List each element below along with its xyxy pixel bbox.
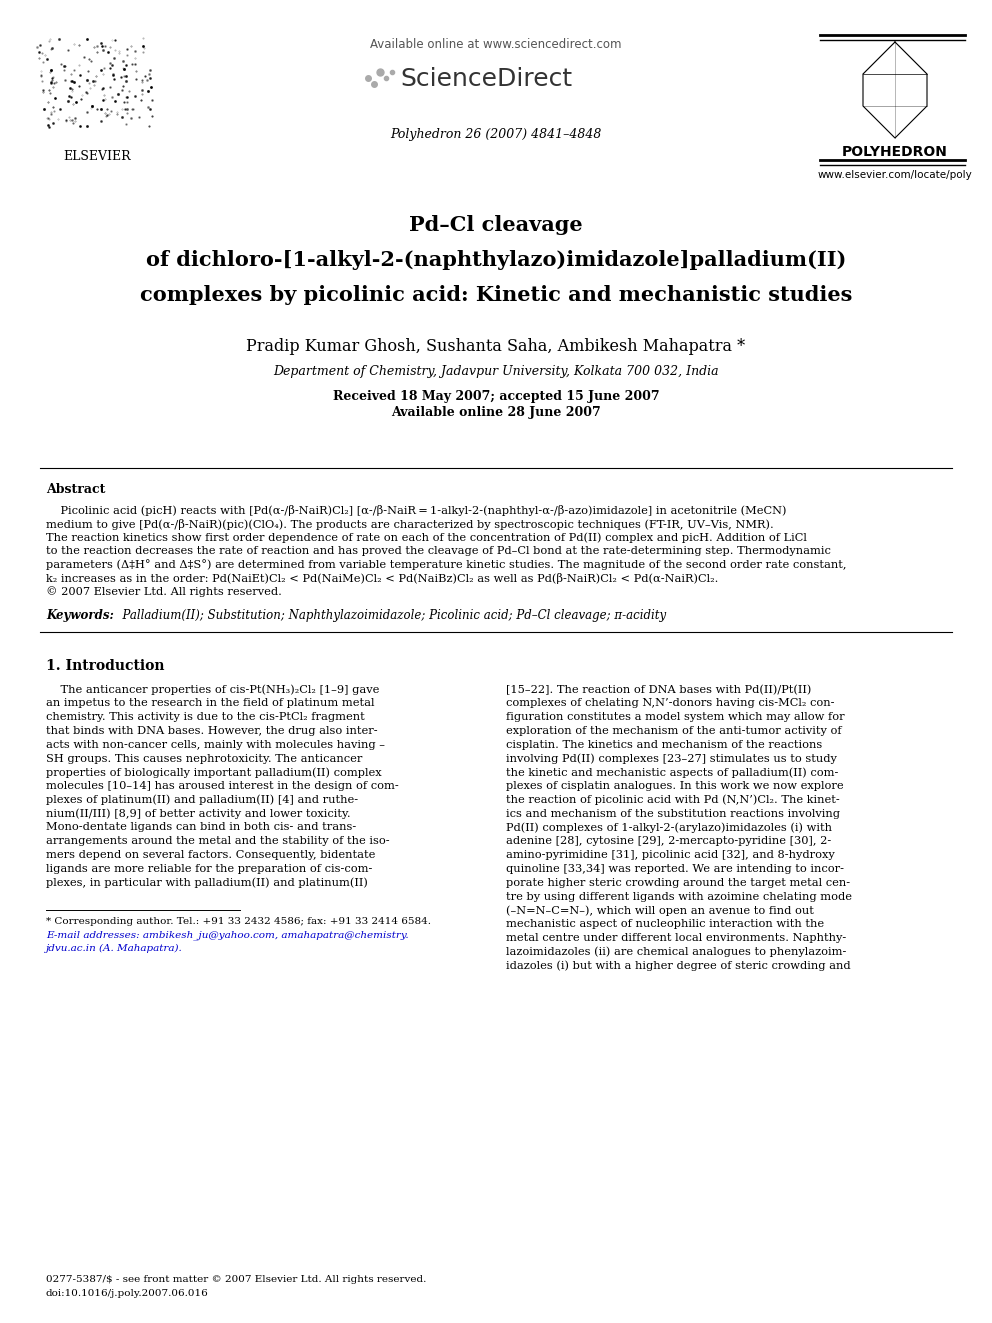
Text: © 2007 Elsevier Ltd. All rights reserved.: © 2007 Elsevier Ltd. All rights reserved… bbox=[46, 586, 282, 597]
Text: figuration constitutes a model system which may allow for: figuration constitutes a model system wh… bbox=[506, 712, 844, 722]
Text: of dichloro-[1-alkyl-2-(naphthylazo)imidazole]palladium(II): of dichloro-[1-alkyl-2-(naphthylazo)imid… bbox=[146, 250, 846, 270]
Text: POLYHEDRON: POLYHEDRON bbox=[842, 146, 948, 159]
Text: Picolinic acid (picH) reacts with [Pd(α-/β-NaiR)Cl₂] [α-/β-NaiR = 1-alkyl-2-(nap: Picolinic acid (picH) reacts with [Pd(α-… bbox=[46, 505, 787, 516]
Text: an impetus to the research in the field of platinum metal: an impetus to the research in the field … bbox=[46, 699, 375, 708]
Text: tre by using different ligands with azoimine chelating mode: tre by using different ligands with azoi… bbox=[506, 892, 852, 901]
Text: plexes, in particular with palladium(II) and platinum(II): plexes, in particular with palladium(II)… bbox=[46, 877, 368, 888]
Text: Pd(II) complexes of 1-alkyl-2-(arylazo)imidazoles (i) with: Pd(II) complexes of 1-alkyl-2-(arylazo)i… bbox=[506, 823, 832, 833]
Text: Pradip Kumar Ghosh, Sushanta Saha, Ambikesh Mahapatra *: Pradip Kumar Ghosh, Sushanta Saha, Ambik… bbox=[246, 337, 746, 355]
Text: ELSEVIER: ELSEVIER bbox=[63, 149, 131, 163]
Text: cisplatin. The kinetics and mechanism of the reactions: cisplatin. The kinetics and mechanism of… bbox=[506, 740, 822, 750]
Text: acts with non-cancer cells, mainly with molecules having –: acts with non-cancer cells, mainly with … bbox=[46, 740, 385, 750]
Text: Keywords:: Keywords: bbox=[46, 610, 114, 623]
Text: 1. Introduction: 1. Introduction bbox=[46, 659, 165, 673]
Text: parameters (Δ‡H° and Δ‡S°) are determined from variable temperature kinetic stud: parameters (Δ‡H° and Δ‡S°) are determine… bbox=[46, 560, 846, 570]
Text: the kinetic and mechanistic aspects of palladium(II) com-: the kinetic and mechanistic aspects of p… bbox=[506, 767, 838, 778]
Text: Received 18 May 2007; accepted 15 June 2007: Received 18 May 2007; accepted 15 June 2… bbox=[332, 390, 660, 404]
Text: the reaction of picolinic acid with Pd (N,N’)Cl₂. The kinet-: the reaction of picolinic acid with Pd (… bbox=[506, 795, 840, 806]
Text: ics and mechanism of the substitution reactions involving: ics and mechanism of the substitution re… bbox=[506, 808, 840, 819]
Text: Abstract: Abstract bbox=[46, 483, 105, 496]
Text: arrangements around the metal and the stability of the iso-: arrangements around the metal and the st… bbox=[46, 836, 390, 847]
Text: Pd–Cl cleavage: Pd–Cl cleavage bbox=[409, 216, 583, 235]
Text: plexes of cisplatin analogues. In this work we now explore: plexes of cisplatin analogues. In this w… bbox=[506, 781, 843, 791]
Text: ligands are more reliable for the preparation of cis-com-: ligands are more reliable for the prepar… bbox=[46, 864, 372, 875]
Text: doi:10.1016/j.poly.2007.06.016: doi:10.1016/j.poly.2007.06.016 bbox=[46, 1289, 208, 1298]
Text: nium(II/III) [8,9] of better activity and lower toxicity.: nium(II/III) [8,9] of better activity an… bbox=[46, 808, 350, 819]
Text: quinoline [33,34] was reported. We are intending to incor-: quinoline [33,34] was reported. We are i… bbox=[506, 864, 844, 875]
Text: porate higher steric crowding around the target metal cen-: porate higher steric crowding around the… bbox=[506, 877, 850, 888]
Text: complexes by picolinic acid: Kinetic and mechanistic studies: complexes by picolinic acid: Kinetic and… bbox=[140, 284, 852, 306]
Text: Available online 28 June 2007: Available online 28 June 2007 bbox=[391, 406, 601, 419]
Text: k₂ increases as in the order: Pd(NaiEt)Cl₂ < Pd(NaiMe)Cl₂ < Pd(NaiBz)Cl₂ as well: k₂ increases as in the order: Pd(NaiEt)C… bbox=[46, 573, 718, 583]
Text: complexes of chelating N,N’-donors having cis-MCl₂ con-: complexes of chelating N,N’-donors havin… bbox=[506, 699, 834, 708]
Text: Polyhedron 26 (2007) 4841–4848: Polyhedron 26 (2007) 4841–4848 bbox=[390, 128, 602, 142]
Text: adenine [28], cytosine [29], 2-mercapto-pyridine [30], 2-: adenine [28], cytosine [29], 2-mercapto-… bbox=[506, 836, 831, 847]
Text: The reaction kinetics show first order dependence of rate on each of the concent: The reaction kinetics show first order d… bbox=[46, 532, 806, 542]
Text: amino-pyrimidine [31], picolinic acid [32], and 8-hydroxy: amino-pyrimidine [31], picolinic acid [3… bbox=[506, 851, 834, 860]
Text: Palladium(II); Substitution; Naphthylazoimidazole; Picolinic acid; Pd–Cl cleavag: Palladium(II); Substitution; Naphthylazo… bbox=[115, 610, 666, 623]
Text: idazoles (i) but with a higher degree of steric crowding and: idazoles (i) but with a higher degree of… bbox=[506, 960, 850, 971]
Text: properties of biologically important palladium(II) complex: properties of biologically important pal… bbox=[46, 767, 382, 778]
Text: E-mail addresses: ambikesh_ju@yahoo.com, amahapatra@chemistry.: E-mail addresses: ambikesh_ju@yahoo.com,… bbox=[46, 930, 409, 941]
Text: Mono-dentate ligands can bind in both cis- and trans-: Mono-dentate ligands can bind in both ci… bbox=[46, 823, 356, 832]
Text: ScienceDirect: ScienceDirect bbox=[400, 67, 572, 91]
Text: that binds with DNA bases. However, the drug also inter-: that binds with DNA bases. However, the … bbox=[46, 726, 378, 736]
Text: exploration of the mechanism of the anti-tumor activity of: exploration of the mechanism of the anti… bbox=[506, 726, 841, 736]
Text: jdvu.ac.in (A. Mahapatra).: jdvu.ac.in (A. Mahapatra). bbox=[46, 943, 183, 953]
Text: molecules [10–14] has aroused interest in the design of com-: molecules [10–14] has aroused interest i… bbox=[46, 781, 399, 791]
Text: Available online at www.sciencedirect.com: Available online at www.sciencedirect.co… bbox=[370, 38, 622, 52]
Text: metal centre under different local environments. Naphthy-: metal centre under different local envir… bbox=[506, 933, 846, 943]
Text: www.elsevier.com/locate/poly: www.elsevier.com/locate/poly bbox=[817, 169, 972, 180]
Text: chemistry. This activity is due to the cis-PtCl₂ fragment: chemistry. This activity is due to the c… bbox=[46, 712, 365, 722]
Text: [15–22]. The reaction of DNA bases with Pd(II)/Pt(II): [15–22]. The reaction of DNA bases with … bbox=[506, 684, 811, 695]
Text: 0277-5387/$ - see front matter © 2007 Elsevier Ltd. All rights reserved.: 0277-5387/$ - see front matter © 2007 El… bbox=[46, 1275, 427, 1285]
Text: mers depend on several factors. Consequently, bidentate: mers depend on several factors. Conseque… bbox=[46, 851, 375, 860]
Text: to the reaction decreases the rate of reaction and has proved the cleavage of Pd: to the reaction decreases the rate of re… bbox=[46, 545, 831, 556]
Text: involving Pd(II) complexes [23–27] stimulates us to study: involving Pd(II) complexes [23–27] stimu… bbox=[506, 754, 837, 765]
Text: SH groups. This causes nephrotoxicity. The anticancer: SH groups. This causes nephrotoxicity. T… bbox=[46, 754, 362, 763]
Text: * Corresponding author. Tel.: +91 33 2432 4586; fax: +91 33 2414 6584.: * Corresponding author. Tel.: +91 33 243… bbox=[46, 917, 431, 926]
Text: mechanistic aspect of nucleophilic interaction with the: mechanistic aspect of nucleophilic inter… bbox=[506, 919, 824, 929]
Text: (–N=N–C=N–), which will open an avenue to find out: (–N=N–C=N–), which will open an avenue t… bbox=[506, 905, 813, 916]
Text: The anticancer properties of cis-Pt(NH₃)₂Cl₂ [1–9] gave: The anticancer properties of cis-Pt(NH₃)… bbox=[46, 684, 379, 695]
Text: plexes of platinum(II) and palladium(II) [4] and ruthe-: plexes of platinum(II) and palladium(II)… bbox=[46, 795, 358, 806]
Text: lazoimidazoles (ii) are chemical analogues to phenylazoim-: lazoimidazoles (ii) are chemical analogu… bbox=[506, 947, 846, 958]
Text: medium to give [Pd(α-/β-NaiR)(pic)(ClO₄). The products are characterized by spec: medium to give [Pd(α-/β-NaiR)(pic)(ClO₄)… bbox=[46, 519, 774, 529]
Text: Department of Chemistry, Jadavpur University, Kolkata 700 032, India: Department of Chemistry, Jadavpur Univer… bbox=[273, 365, 719, 378]
